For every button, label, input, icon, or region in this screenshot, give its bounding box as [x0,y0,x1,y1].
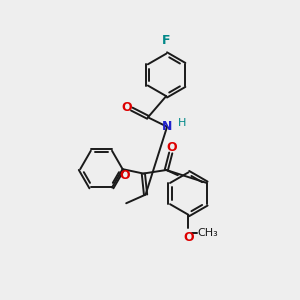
Text: O: O [120,169,130,182]
Text: O: O [121,101,132,114]
Text: H: H [178,118,187,128]
Text: F: F [162,34,170,47]
Text: O: O [166,140,177,154]
Text: O: O [183,231,194,244]
Text: N: N [162,120,172,133]
Text: CH₃: CH₃ [198,228,219,238]
